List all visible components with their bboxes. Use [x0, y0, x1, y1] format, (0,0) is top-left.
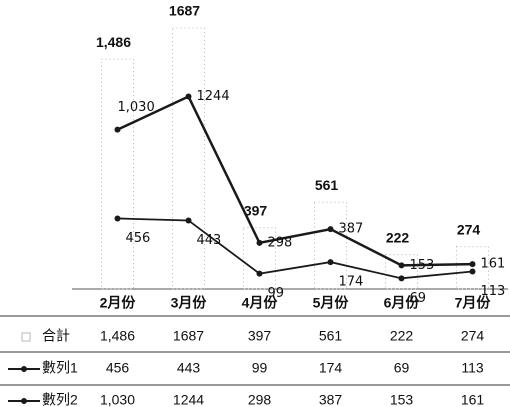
- data-label: 1244: [197, 89, 230, 104]
- table-cell: 1244: [173, 392, 204, 407]
- marker: [114, 126, 121, 133]
- data-label: 161: [481, 257, 506, 272]
- marker: [327, 226, 334, 233]
- x-tick-label: 5月份: [313, 295, 350, 311]
- table-cell: 1,030: [100, 392, 135, 407]
- marker: [327, 259, 334, 266]
- x-tick-label: 2月份: [100, 295, 137, 311]
- table-cell: 69: [394, 360, 410, 376]
- bar: [456, 246, 489, 290]
- line: [117, 217, 473, 280]
- table-cell: 161: [461, 392, 485, 407]
- table-cell: 298: [248, 392, 272, 407]
- data-label: 1,030: [118, 100, 155, 115]
- bar: [314, 201, 347, 290]
- data-label: 274: [457, 221, 481, 237]
- data-label: 113: [481, 284, 506, 299]
- table-cell: 99: [252, 360, 268, 376]
- legend-label: 數列1: [42, 360, 78, 376]
- data-label: 222: [386, 229, 410, 245]
- bar: [243, 227, 276, 290]
- marker: [185, 217, 192, 224]
- legend-key: [21, 398, 27, 404]
- table-cell: 1687: [173, 328, 204, 344]
- data-label: 298: [268, 235, 293, 250]
- x-tick-label: 6月份: [384, 295, 421, 311]
- data-label: 1687: [169, 3, 200, 19]
- marker: [256, 239, 263, 246]
- table-cell: 153: [390, 392, 414, 407]
- marker: [469, 261, 476, 268]
- marker: [398, 262, 405, 269]
- bar: [385, 254, 418, 290]
- data-label: 443: [197, 233, 222, 248]
- data-label: 397: [244, 202, 268, 218]
- x-tick-label: 7月份: [455, 295, 492, 311]
- bar: [101, 58, 134, 290]
- marker: [256, 270, 263, 277]
- bar: [172, 27, 205, 290]
- legend-label: 合計: [42, 328, 70, 344]
- table-cell: 113: [461, 360, 484, 376]
- marker: [469, 268, 476, 275]
- table-cell: 1,486: [100, 328, 135, 344]
- marker: [398, 275, 405, 282]
- marker: [114, 215, 121, 222]
- data-label: 99: [268, 286, 285, 301]
- table-cell: 443: [177, 360, 201, 376]
- legend-label: 數列2: [42, 392, 78, 407]
- legend-key: [21, 366, 27, 372]
- data-label: 456: [126, 231, 151, 246]
- table-cell: 274: [461, 328, 485, 344]
- x-tick-label: 4月份: [242, 295, 279, 311]
- data-label: 153: [410, 258, 435, 273]
- data-label: 387: [339, 222, 364, 237]
- table-cell: 561: [319, 328, 343, 344]
- table-cell: 456: [106, 360, 130, 376]
- table-cell: 397: [248, 328, 272, 344]
- data-label: 1,486: [96, 34, 131, 50]
- data-label: 174: [339, 275, 364, 290]
- legend-key: [21, 332, 31, 342]
- x-tick-label: 3月份: [171, 295, 208, 311]
- data-label: 561: [315, 177, 339, 193]
- data-label: 69: [410, 291, 427, 306]
- marker: [185, 93, 192, 100]
- table-cell: 387: [319, 392, 343, 407]
- line: [116, 94, 473, 267]
- table-cell: 174: [319, 360, 343, 376]
- table-cell: 222: [390, 328, 414, 344]
